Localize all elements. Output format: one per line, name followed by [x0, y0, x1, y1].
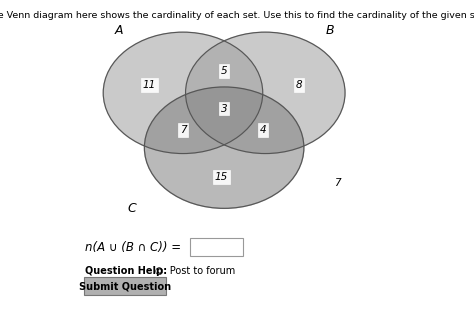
Text: 7: 7: [334, 178, 341, 188]
Circle shape: [145, 87, 304, 208]
Circle shape: [103, 32, 263, 154]
Text: 7: 7: [180, 125, 186, 135]
FancyBboxPatch shape: [190, 238, 243, 256]
Text: 3: 3: [221, 104, 228, 114]
FancyBboxPatch shape: [84, 277, 166, 295]
Text: 11: 11: [143, 80, 156, 90]
Text: B: B: [325, 24, 334, 37]
Text: ○  Post to forum: ○ Post to forum: [155, 266, 235, 276]
Text: The Venn diagram here shows the cardinality of each set. Use this to find the ca: The Venn diagram here shows the cardinal…: [0, 11, 474, 20]
Text: A: A: [114, 24, 123, 37]
Circle shape: [185, 32, 345, 154]
Text: 5: 5: [221, 66, 228, 76]
Text: Question Help:: Question Help:: [85, 266, 167, 276]
Text: 8: 8: [295, 80, 302, 90]
Text: Submit Question: Submit Question: [79, 281, 171, 291]
Text: n(A ∪ (B ∩ C)) =: n(A ∪ (B ∩ C)) =: [85, 241, 182, 254]
Text: 15: 15: [215, 172, 228, 182]
Text: C: C: [127, 202, 136, 215]
Text: 4: 4: [259, 125, 266, 135]
